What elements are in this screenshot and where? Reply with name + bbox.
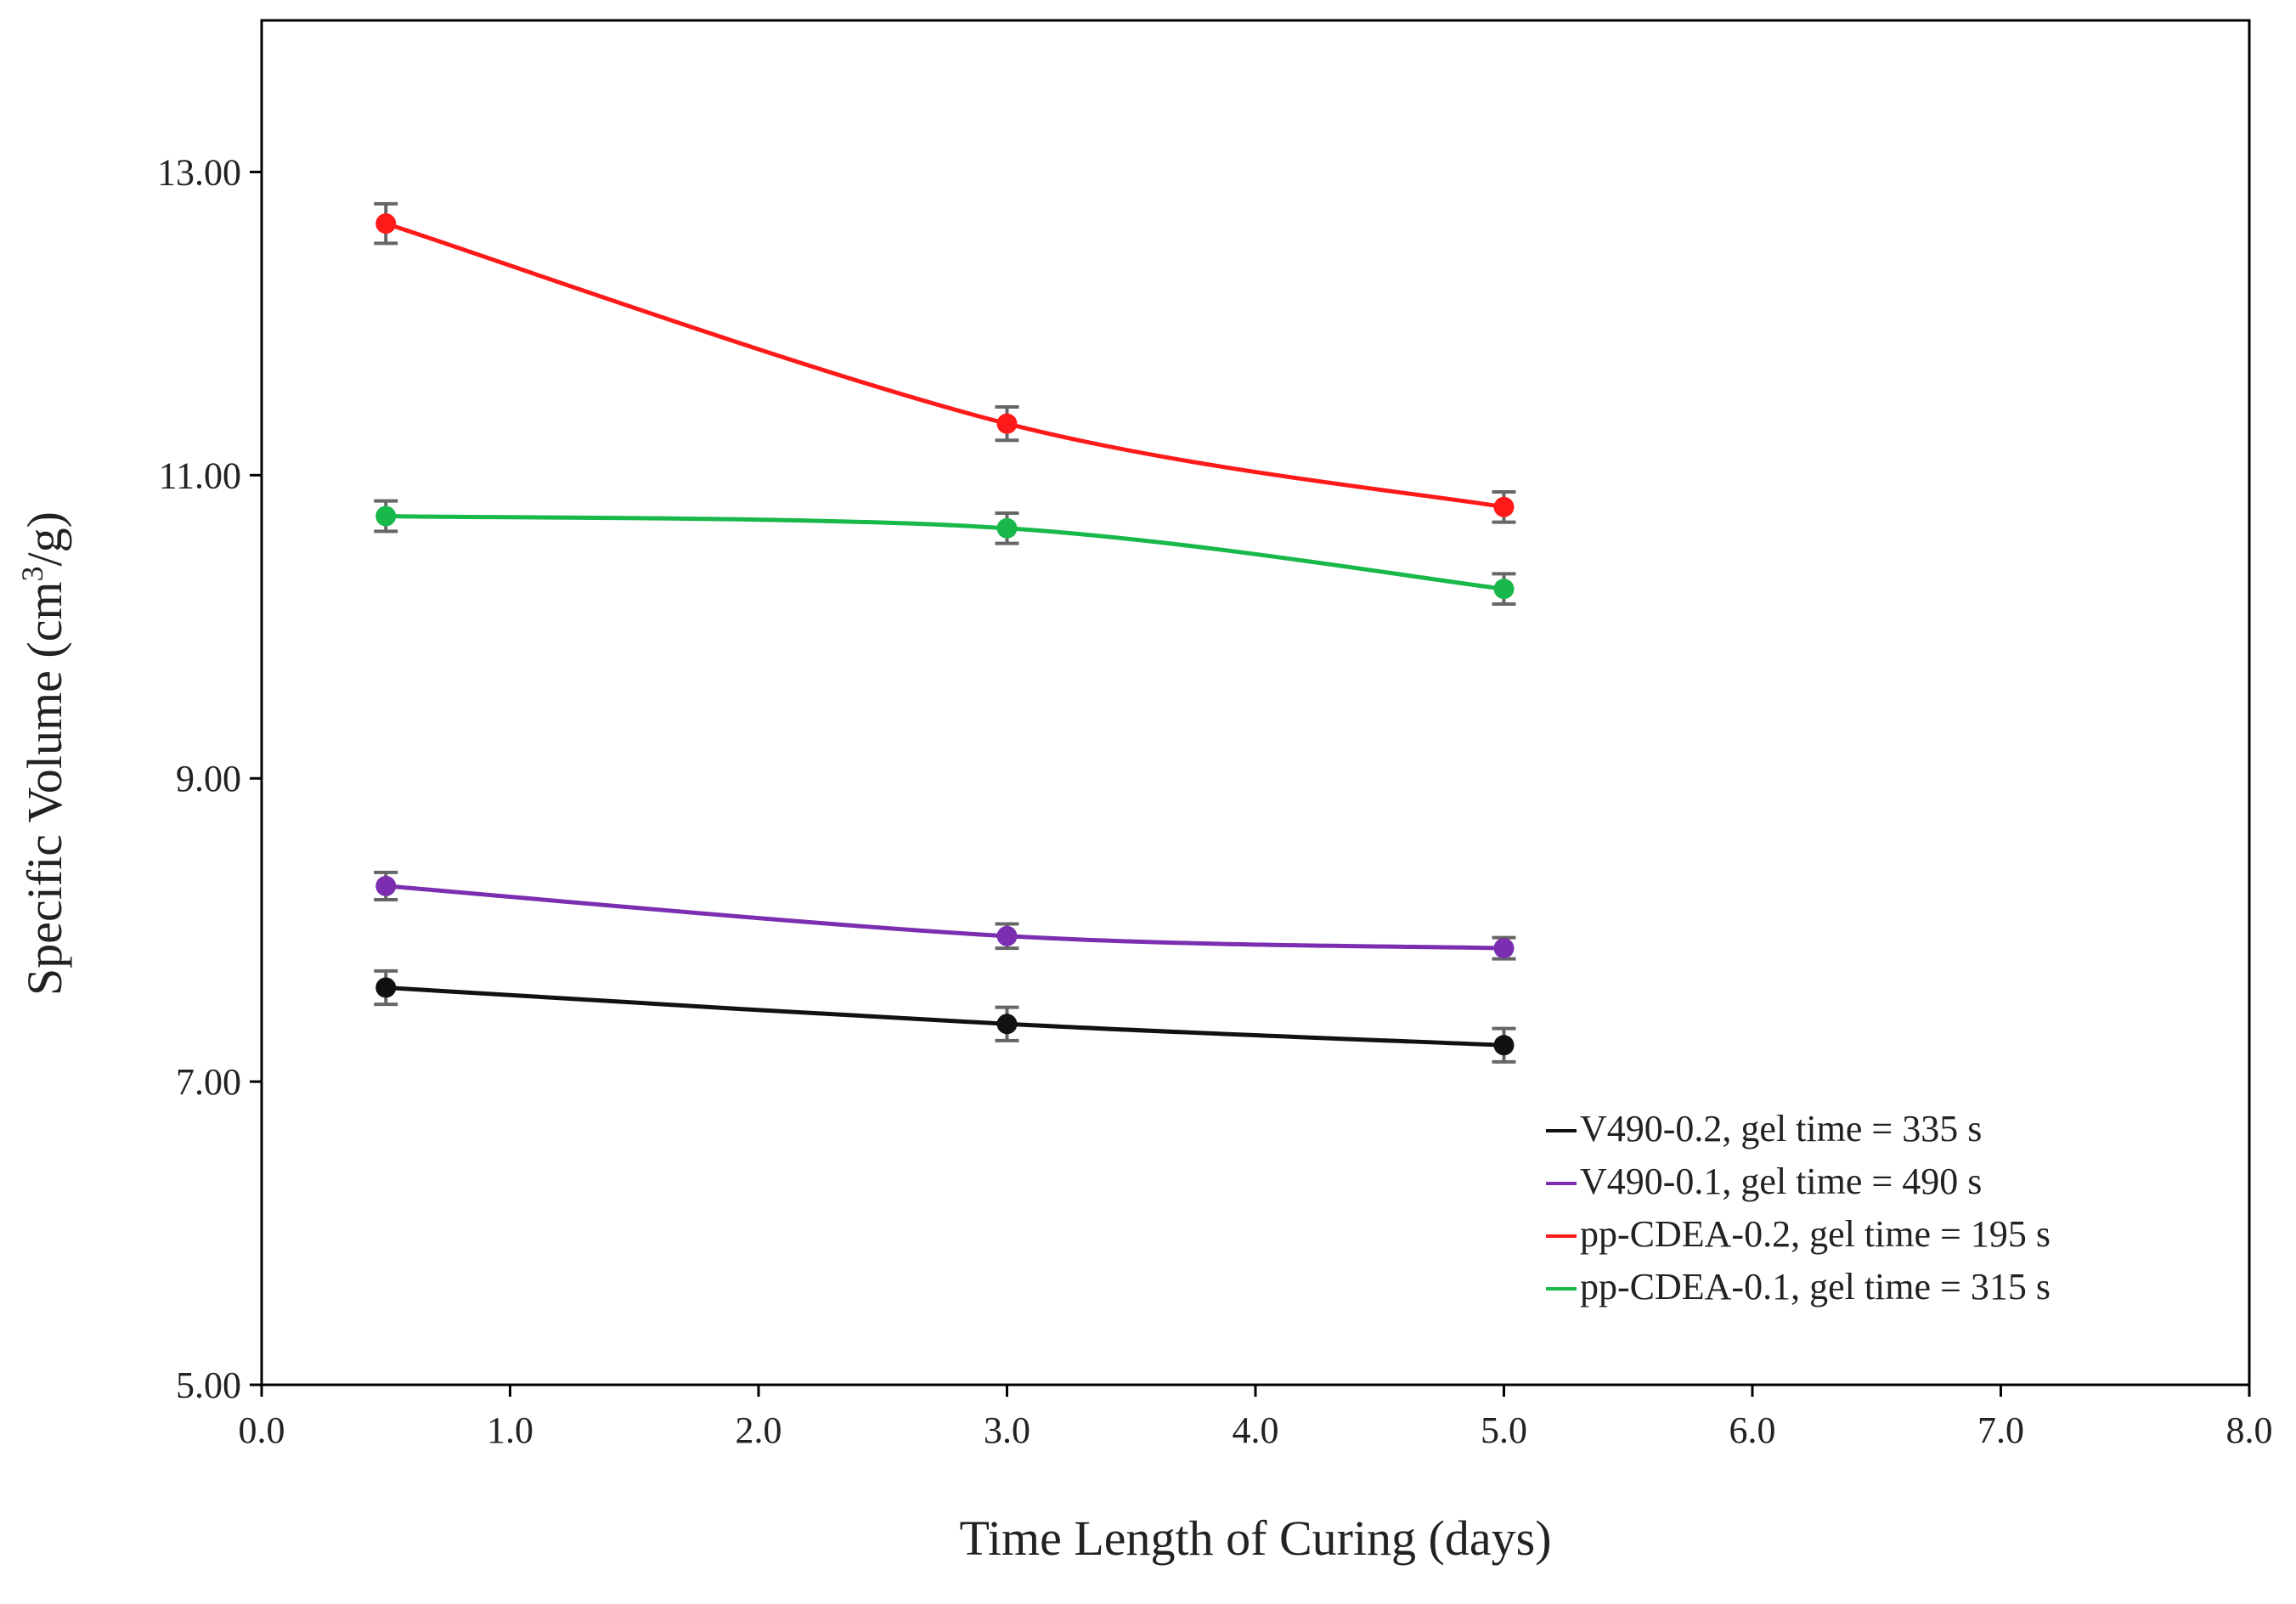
data-point [375, 505, 397, 527]
series-line [385, 221, 1504, 510]
x-tick-label: 1.0 [487, 1409, 533, 1451]
x-tick-label: 3.0 [984, 1409, 1030, 1451]
legend-label: V490-0.1, gel time = 490 s [1580, 1161, 1982, 1202]
data-point [1493, 579, 1515, 600]
series-line [386, 514, 1504, 591]
y-tick-label: 5.00 [176, 1364, 241, 1406]
data-point [996, 1014, 1018, 1035]
x-tick-label: 2.0 [736, 1409, 782, 1451]
x-axis-title: Time Length of Curing (days) [959, 1511, 1551, 1566]
x-tick-label: 4.0 [1233, 1409, 1279, 1451]
legend-item-2: V490-0.1, gel time = 490 s [1546, 1161, 1982, 1202]
legend-label: pp-CDEA-0.1, gel time = 315 s [1580, 1266, 2051, 1307]
series-line [386, 884, 1504, 951]
x-tick-label: 6.0 [1729, 1409, 1776, 1451]
data-point [996, 413, 1018, 434]
y-tick-label: 13.00 [157, 151, 241, 193]
series-layer [374, 201, 1516, 1064]
data-point [996, 517, 1018, 539]
series-2 [374, 870, 1516, 961]
legend-item-3: pp-CDEA-0.2, gel time = 195 s [1546, 1213, 2051, 1255]
ticks-layer: 0.0 1.0 2.0 3.0 4.0 5.0 6.0 7.0 8.0 5.00 7.00 9.00 1… [157, 151, 2273, 1451]
x-tick-label: 0.0 [239, 1409, 285, 1451]
y-tick-label: 7.00 [176, 1061, 241, 1103]
y-axis-title-tail: /g) [17, 511, 72, 566]
legend-item-1: V490-0.2, gel time = 335 s [1546, 1108, 1982, 1149]
data-point [1493, 938, 1515, 959]
x-tick-label: 8.0 [2226, 1409, 2273, 1451]
x-tick-label: 7.0 [1977, 1409, 2024, 1451]
y-tick-label: 9.00 [176, 758, 241, 799]
legend-label: pp-CDEA-0.2, gel time = 195 s [1580, 1213, 2051, 1255]
series-1 [374, 969, 1516, 1064]
data-point [996, 925, 1018, 946]
y-axis-title-main: Specific Volume (cm [17, 581, 72, 996]
data-point [1493, 496, 1515, 517]
data-point [375, 977, 397, 998]
data-point [375, 213, 397, 234]
data-point [375, 875, 397, 896]
legend-label: V490-0.2, gel time = 335 s [1580, 1108, 1982, 1149]
y-axis-title-superscript: 3 [15, 566, 49, 581]
legend: V490-0.2, gel time = 335 s V490-0.1, gel … [1546, 1108, 2051, 1307]
series-3 [374, 201, 1516, 524]
series-line [386, 985, 1504, 1048]
data-point [1493, 1035, 1515, 1056]
y-tick-label: 11.00 [159, 455, 241, 496]
y-axis-title: Specific Volume (cm3/g) [15, 511, 72, 996]
legend-item-4: pp-CDEA-0.1, gel time = 315 s [1546, 1266, 2051, 1307]
x-tick-label: 5.0 [1481, 1409, 1527, 1451]
series-4 [374, 499, 1516, 607]
